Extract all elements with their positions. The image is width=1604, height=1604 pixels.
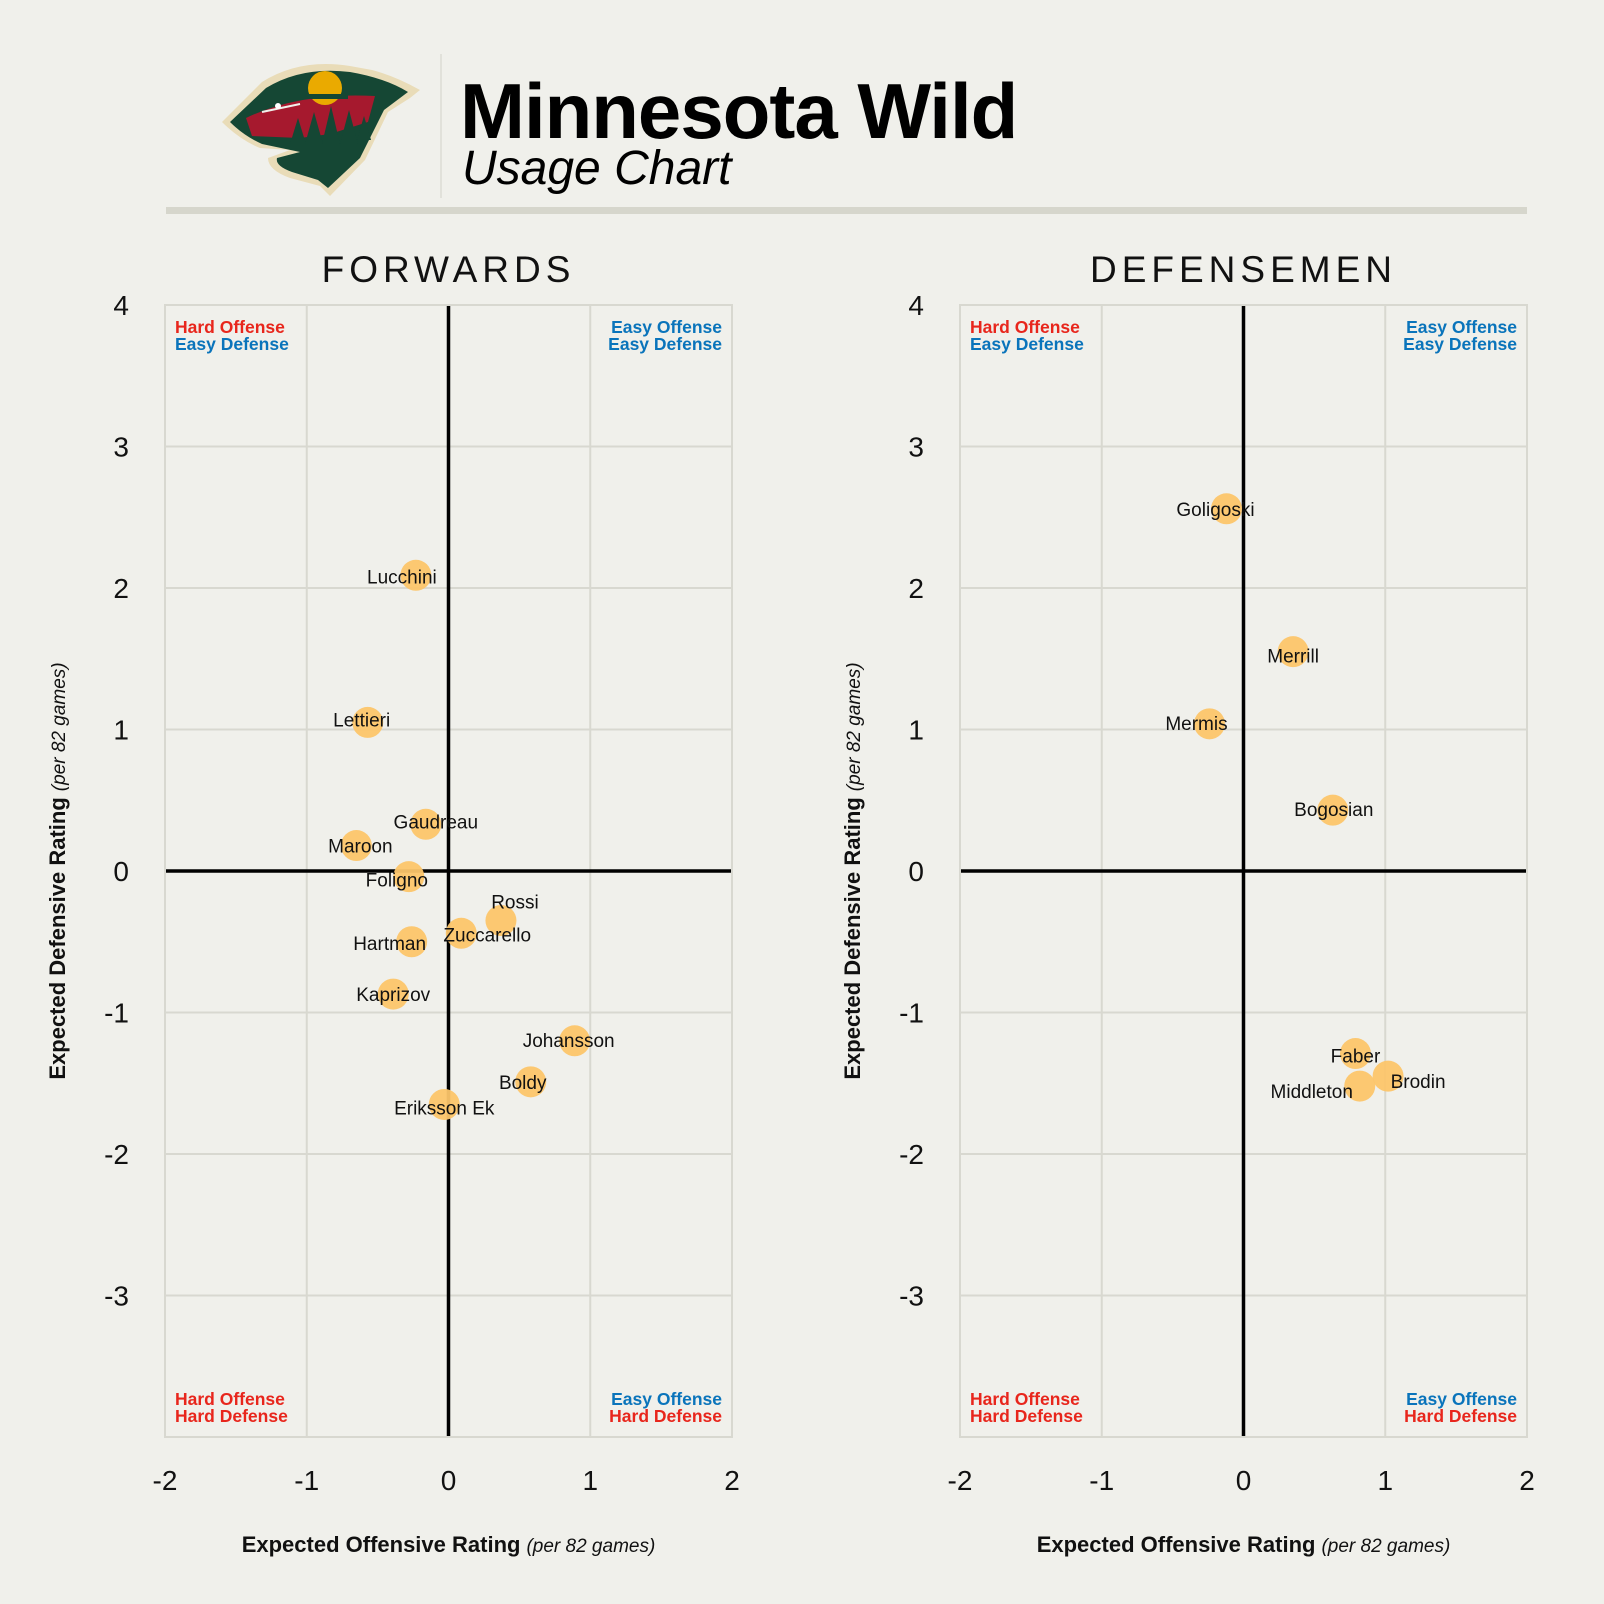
y-tick-label: 3 bbox=[908, 432, 924, 463]
player-label: Lucchini bbox=[367, 567, 437, 588]
player-point[interactable] bbox=[400, 559, 432, 591]
y-tick-label: -2 bbox=[104, 1139, 129, 1170]
player-label: Hartman bbox=[353, 934, 426, 955]
x-tick-label: 0 bbox=[1236, 1465, 1252, 1496]
y-tick-label: -1 bbox=[104, 998, 129, 1029]
player-point[interactable] bbox=[1193, 708, 1225, 740]
player-point[interactable] bbox=[1372, 1060, 1404, 1092]
y-tick-label: 1 bbox=[113, 715, 129, 746]
x-axis-label: Expected Offensive Rating (per 82 games) bbox=[242, 1532, 656, 1557]
y-tick-label: -3 bbox=[899, 1281, 924, 1312]
player-label: Eriksson Ek bbox=[394, 1098, 495, 1119]
player-point[interactable] bbox=[445, 917, 477, 949]
x-tick-label: -1 bbox=[294, 1465, 319, 1496]
player-point[interactable] bbox=[1339, 1038, 1371, 1070]
y-tick-label: 3 bbox=[113, 432, 129, 463]
x-tick-label: 0 bbox=[441, 1465, 457, 1496]
y-tick-label: 0 bbox=[908, 856, 924, 887]
player-label: Johansson bbox=[523, 1031, 615, 1052]
player-point[interactable] bbox=[515, 1066, 547, 1098]
player-point[interactable] bbox=[377, 978, 409, 1010]
player-label: Lettieri bbox=[333, 710, 390, 731]
x-tick-label: 2 bbox=[724, 1465, 740, 1496]
y-axis-label: Expected Defensive Rating(per 82 games) bbox=[45, 662, 70, 1079]
plot-frame bbox=[959, 304, 1528, 1438]
plot-frame bbox=[164, 304, 733, 1438]
y-tick-label: 0 bbox=[113, 856, 129, 887]
x-tick-label: -1 bbox=[1089, 1465, 1114, 1496]
y-tick-label: 4 bbox=[113, 290, 129, 321]
y-axis-label: Expected Defensive Rating(per 82 games) bbox=[840, 662, 865, 1079]
player-label: Gaudreau bbox=[394, 812, 479, 833]
player-label: Boldy bbox=[499, 1073, 547, 1094]
quadrant-label-top-left: Hard Offense bbox=[970, 317, 1080, 337]
y-tick-label: -1 bbox=[899, 998, 924, 1029]
player-label: Goligoski bbox=[1176, 500, 1254, 521]
y-tick-label: 4 bbox=[908, 290, 924, 321]
player-point[interactable] bbox=[396, 926, 428, 958]
quadrant-label-bottom-right: Hard Defense bbox=[609, 1406, 722, 1426]
quadrant-label-bottom-left: Hard Defense bbox=[175, 1406, 288, 1426]
player-label: Brodin bbox=[1391, 1072, 1446, 1093]
player-label: Merrill bbox=[1267, 647, 1319, 668]
player-label: Maroon bbox=[328, 837, 392, 858]
player-point[interactable] bbox=[559, 1025, 591, 1057]
panel-title: DEFENSEMEN bbox=[1090, 249, 1397, 290]
y-tick-label: -3 bbox=[104, 1281, 129, 1312]
x-axis-label: Expected Offensive Rating (per 82 games) bbox=[1037, 1532, 1451, 1557]
quadrant-label-bottom-left: Hard Offense bbox=[175, 1389, 285, 1409]
player-point[interactable] bbox=[1210, 493, 1242, 525]
y-tick-label: 1 bbox=[908, 715, 924, 746]
quadrant-label-top-left: Hard Offense bbox=[175, 317, 285, 337]
y-tick-label: -2 bbox=[899, 1139, 924, 1170]
quadrant-label-bottom-right: Easy Offense bbox=[611, 1389, 722, 1409]
quadrant-label-bottom-right: Hard Defense bbox=[1404, 1406, 1517, 1426]
player-point[interactable] bbox=[340, 830, 372, 862]
player-label: Mermis bbox=[1165, 714, 1227, 735]
player-label: Foligno bbox=[366, 871, 428, 892]
player-label: Rossi bbox=[491, 893, 539, 914]
player-point[interactable] bbox=[352, 706, 384, 738]
player-point[interactable] bbox=[410, 808, 442, 840]
x-tick-label: 1 bbox=[1377, 1465, 1393, 1496]
player-point[interactable] bbox=[428, 1088, 460, 1120]
player-point[interactable] bbox=[1317, 794, 1349, 826]
player-label: Zuccarello bbox=[443, 925, 531, 946]
quadrant-label-top-right: Easy Offense bbox=[1406, 317, 1517, 337]
x-tick-label: 2 bbox=[1519, 1465, 1535, 1496]
chart-forwards: FORWARDS -2 -1 0 1 2 4 3 2 1 0 -1 -2 -3 Expected Offen… bbox=[45, 249, 740, 1557]
x-tick-label: -2 bbox=[948, 1465, 973, 1496]
player-label: Kaprizov bbox=[356, 985, 430, 1006]
page-subtitle: Usage Chart bbox=[462, 142, 733, 195]
panel-title: FORWARDS bbox=[322, 249, 576, 290]
quadrant-label-bottom-right: Easy Offense bbox=[1406, 1389, 1517, 1409]
minnesota-wild-logo bbox=[222, 64, 420, 196]
quadrant-label-top-right: Easy Defense bbox=[608, 334, 722, 354]
player-label: Faber bbox=[1331, 1047, 1381, 1068]
quadrant-label-top-right: Easy Offense bbox=[611, 317, 722, 337]
quadrant-label-bottom-left: Hard Offense bbox=[970, 1389, 1080, 1409]
y-tick-label: 2 bbox=[908, 573, 924, 604]
y-tick-label: 2 bbox=[113, 573, 129, 604]
quadrant-label-top-right: Easy Defense bbox=[1403, 334, 1517, 354]
quadrant-label-top-left: Easy Defense bbox=[175, 334, 289, 354]
player-point[interactable] bbox=[1344, 1070, 1376, 1102]
header-rule bbox=[166, 207, 1527, 214]
chart-defensemen: DEFENSEMEN -2 -1 0 1 2 4 3 2 1 0 -1 -2 -3 Expected Off… bbox=[840, 249, 1535, 1557]
player-point[interactable] bbox=[485, 905, 517, 937]
x-tick-label: 1 bbox=[582, 1465, 598, 1496]
player-point[interactable] bbox=[393, 861, 425, 893]
x-tick-label: -2 bbox=[153, 1465, 178, 1496]
quadrant-label-top-left: Easy Defense bbox=[970, 334, 1084, 354]
player-label: Bogosian bbox=[1294, 800, 1373, 821]
player-point[interactable] bbox=[1277, 636, 1309, 668]
page-title: Minnesota Wild bbox=[460, 67, 1017, 155]
quadrant-label-bottom-left: Hard Defense bbox=[970, 1406, 1083, 1426]
player-label: Middleton bbox=[1271, 1082, 1353, 1103]
